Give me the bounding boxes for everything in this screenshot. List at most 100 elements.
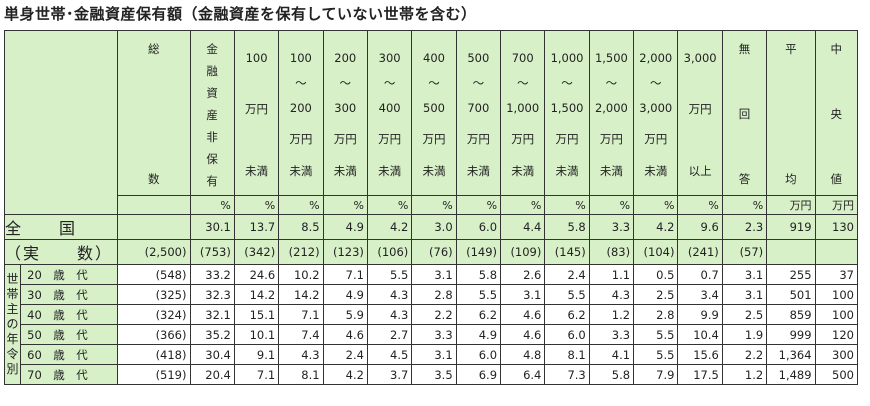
national-count-cell: (212): [278, 239, 324, 265]
table-cell: (324): [116, 304, 191, 325]
table-cell: 10.4: [677, 324, 723, 345]
table-cell: 4.9: [322, 284, 368, 305]
column-header-line: 〜: [516, 76, 529, 90]
unit-cell: %: [588, 195, 635, 215]
table-cell: 2.4: [322, 344, 368, 365]
table-cell: (366): [116, 324, 191, 345]
column-header-line: 〜: [295, 76, 307, 90]
table-cell: 6.0: [544, 324, 590, 345]
column-header-line: 値: [830, 172, 843, 186]
table-row: 50 歳 代 (366) 35.2 10.1 7.4 4.6 2.7 3.3 4.9 4.6 6.0…: [5, 324, 859, 345]
table-cell: 6.4: [500, 364, 546, 385]
column-header-line: 未満: [644, 164, 668, 178]
column-header-line: 未満: [333, 164, 357, 178]
column-header-line: 未満: [466, 164, 490, 178]
unit-cell: %: [677, 195, 723, 215]
column-header-line: 1,000: [506, 101, 540, 115]
table-cell: 1,489: [766, 364, 816, 385]
table-cell: 6.9: [455, 364, 502, 385]
table-cell: 4.8: [500, 344, 546, 365]
column-header-line: 保: [206, 152, 218, 166]
table-cell: 300: [814, 344, 859, 365]
unit-cell: 万円: [766, 195, 816, 215]
national-count-cell: (123): [322, 239, 368, 265]
national-pct-cell: 3.0: [411, 214, 457, 240]
column-header-c400: 400 〜 500 万円 未満: [411, 30, 457, 196]
unit-cell: %: [278, 195, 324, 215]
unit-cell: %: [189, 195, 235, 215]
national-count-cell: (104): [633, 239, 679, 265]
national-count-label: （実 数）: [4, 239, 118, 265]
table-cell: 5.5: [633, 344, 679, 365]
unit-cell: %: [721, 195, 768, 215]
table-cell: 4.2: [322, 364, 368, 385]
table-cell: 7.4: [278, 324, 324, 345]
table-cell: 0.7: [677, 264, 723, 285]
table-cell: 4.6: [500, 304, 546, 325]
national-pct-row: 全 国 30.1 13.7 8.5 4.9 4.2 3.0 6.0 4.4 5.8 3.3 4.2 9.…: [4, 214, 859, 240]
national-pct-cell: 4.4: [500, 214, 546, 240]
table-cell: 3.1: [411, 344, 457, 365]
national-count-cell: (2,500): [116, 239, 191, 265]
age-row-label: 40 歳 代: [20, 304, 118, 325]
column-header-line: 万円: [511, 132, 535, 146]
age-row-label: 30 歳 代: [20, 284, 118, 305]
unit-cell: %: [322, 195, 368, 215]
age-group-label-char: 年: [6, 332, 19, 346]
unit-cell: %: [411, 195, 457, 215]
column-header-line: 〜: [472, 76, 485, 90]
column-header-line: 〜: [383, 76, 396, 90]
national-pct-cell: 130: [814, 214, 859, 240]
table-cell: 15.6: [677, 344, 723, 365]
national-count-cell: (149): [455, 239, 502, 265]
column-header-c2000: 2,000 〜 3,000 万円 未満: [633, 30, 679, 196]
column-header-line: 万円: [422, 132, 446, 146]
table-cell: 37: [814, 264, 859, 285]
table-cell: 8.1: [278, 364, 324, 385]
table-cell: 3.1: [411, 264, 457, 285]
age-group-label-char: 令: [6, 347, 19, 361]
column-header-line: 未満: [378, 164, 402, 178]
column-header-line: 700: [511, 51, 534, 65]
national-pct-cell: 8.5: [278, 214, 324, 240]
column-header-line: 万円: [289, 132, 313, 146]
table-cell: 7.3: [544, 364, 590, 385]
column-header-line: 答: [738, 172, 751, 186]
national-pct-cell: 4.9: [322, 214, 368, 240]
table-cell: 2.2: [721, 344, 768, 365]
table-cell: 20.4: [189, 364, 235, 385]
table-cell: 7.9: [633, 364, 679, 385]
table-row: 70 歳 代 (519) 20.4 7.1 8.1 4.2 3.7 3.5 6.9 6.4 7.3 5…: [5, 364, 859, 385]
column-header-c3000: 3,000 万円 以上: [677, 30, 723, 196]
table-cell: 7.1: [278, 304, 324, 325]
table-cell: 120: [814, 324, 859, 345]
table-cell: 501: [766, 284, 816, 305]
unit-cell: 万円: [814, 195, 859, 215]
unit-cell: %: [633, 195, 679, 215]
national-pct-cell: 3.3: [588, 214, 635, 240]
table-cell: 999: [766, 324, 816, 345]
table-cell: 3.3: [588, 324, 635, 345]
table-cell: 2.5: [633, 284, 679, 305]
column-header-line: 1,000: [550, 51, 584, 65]
column-header-line: 2,000: [639, 51, 673, 65]
table-cell: 7.1: [322, 264, 368, 285]
asset-table: 総数金融資産非保有 100 万円 未満 100 〜 200 万円 未満 200 〜 300 万円 未満 30…: [3, 30, 859, 385]
column-header-c300: 300 〜 400 万円 未満: [366, 30, 413, 196]
unit-cell: %: [455, 195, 502, 215]
table-row: 世帯主の年令別 20 歳 代 (548) 33.2 24.6 10.2 7.1 5.5 3.1 5…: [3, 264, 859, 385]
table-cell: 5.5: [544, 284, 590, 305]
table-cell: 4.3: [588, 284, 635, 305]
national-pct-cell: 6.0: [455, 214, 502, 240]
corner-cell: [4, 30, 118, 215]
unit-cell: %: [500, 195, 546, 215]
column-header-median: 中央値: [814, 30, 859, 196]
table-cell: 5.9: [322, 304, 368, 325]
column-header-total: 総数: [116, 30, 191, 196]
column-header-line: 〜: [428, 76, 440, 90]
age-row-label: 20 歳 代: [20, 264, 118, 285]
table-cell: 2.6: [500, 264, 546, 285]
table-cell: 100: [814, 284, 859, 305]
national-label: 全 国: [4, 214, 118, 240]
table-cell: 255: [766, 264, 816, 285]
